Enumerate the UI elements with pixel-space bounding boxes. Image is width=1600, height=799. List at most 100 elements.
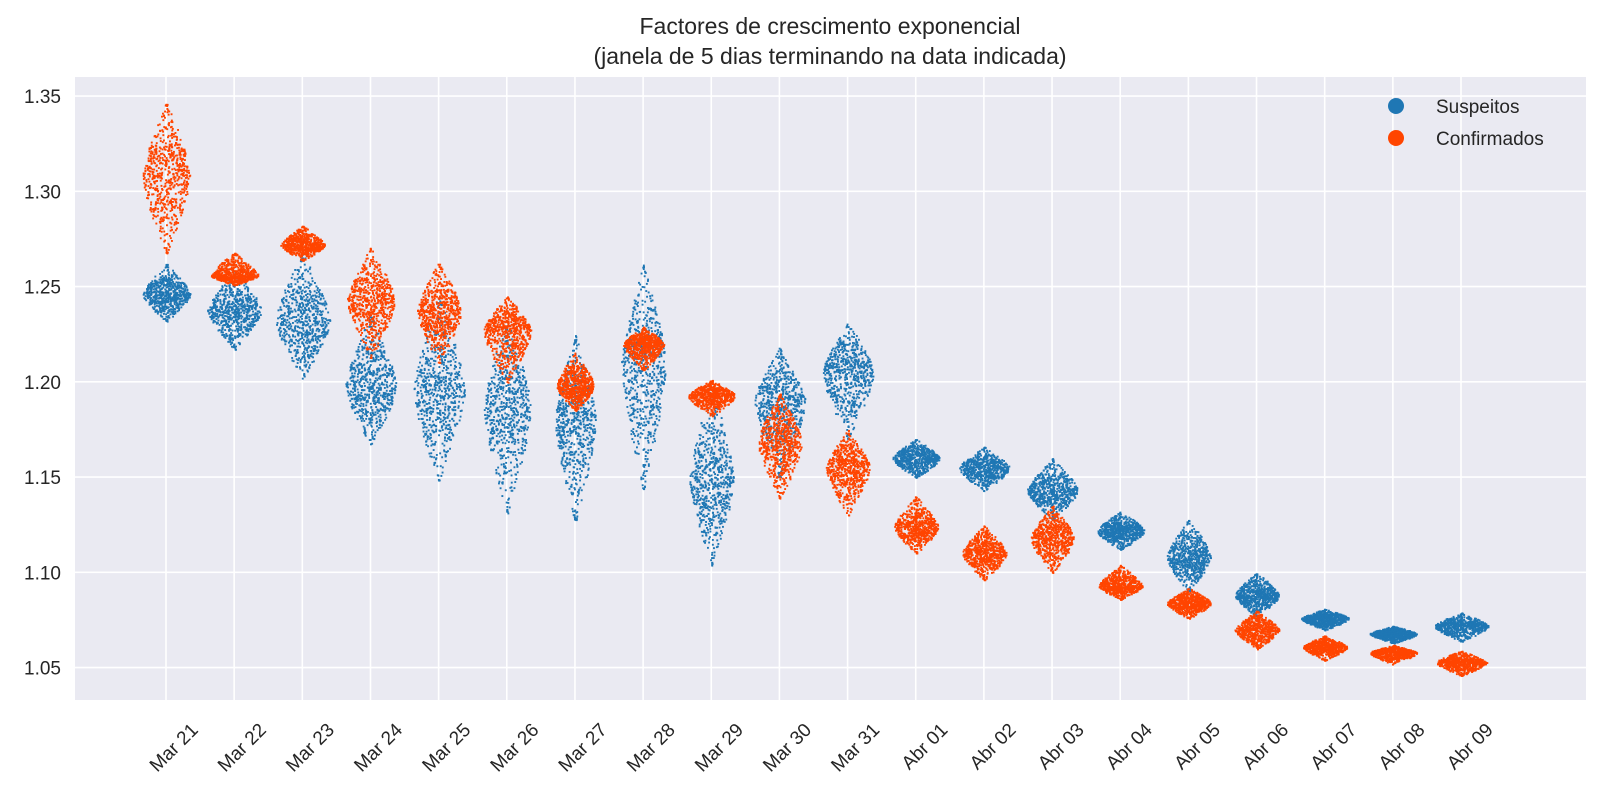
data-point xyxy=(296,321,299,324)
data-point xyxy=(233,321,235,324)
data-point xyxy=(286,325,289,328)
data-point xyxy=(359,397,361,400)
data-point xyxy=(382,345,385,348)
data-point xyxy=(660,355,663,358)
data-point xyxy=(240,299,242,301)
data-point xyxy=(318,320,321,323)
data-point xyxy=(647,441,650,444)
data-point xyxy=(446,372,449,374)
data-point xyxy=(449,350,452,352)
data-point xyxy=(448,377,451,380)
data-point xyxy=(565,458,568,460)
data-point xyxy=(219,300,222,303)
data-point xyxy=(309,310,311,313)
data-point xyxy=(453,367,456,370)
data-point xyxy=(288,305,291,308)
data-point xyxy=(246,311,249,314)
data-point xyxy=(389,370,392,372)
data-point xyxy=(358,404,361,407)
data-point xyxy=(303,299,306,302)
data-point xyxy=(214,315,217,318)
data-point xyxy=(433,333,436,336)
data-point xyxy=(149,286,151,289)
data-point xyxy=(222,331,224,334)
data-point xyxy=(370,391,373,393)
data-point xyxy=(430,436,432,439)
data-point xyxy=(427,429,430,432)
data-point xyxy=(314,324,317,327)
data-point xyxy=(489,412,492,415)
data-point xyxy=(507,384,510,386)
data-point xyxy=(576,494,579,497)
data-point xyxy=(438,366,441,368)
data-point xyxy=(381,381,384,384)
data-point xyxy=(571,453,574,456)
data-point xyxy=(435,380,437,382)
data-point xyxy=(441,466,444,469)
data-point xyxy=(224,306,227,308)
data-point xyxy=(297,276,300,279)
data-point xyxy=(453,406,455,409)
data-point xyxy=(588,409,591,412)
data-point xyxy=(575,501,577,503)
data-point xyxy=(497,409,500,412)
data-point xyxy=(431,375,434,378)
data-point xyxy=(242,320,245,323)
data-point xyxy=(649,373,651,375)
data-point xyxy=(314,348,316,351)
data-point xyxy=(505,369,508,372)
data-point xyxy=(235,306,238,309)
data-point xyxy=(301,324,304,327)
data-point xyxy=(421,364,423,367)
data-point xyxy=(316,305,319,308)
data-point xyxy=(590,453,593,456)
data-point xyxy=(651,330,653,333)
data-point xyxy=(236,288,239,290)
data-point xyxy=(158,290,161,293)
data-point xyxy=(159,284,162,287)
data-point xyxy=(436,384,438,387)
data-point xyxy=(294,296,297,299)
data-point xyxy=(523,427,526,430)
data-point xyxy=(299,316,302,318)
data-point xyxy=(162,293,165,296)
data-point xyxy=(293,316,296,318)
data-point xyxy=(229,343,232,346)
data-point xyxy=(354,368,357,371)
data-point xyxy=(291,293,294,296)
data-point xyxy=(377,382,380,385)
data-point xyxy=(369,419,372,422)
data-point xyxy=(303,361,306,364)
data-point xyxy=(651,377,653,380)
data-point xyxy=(249,327,252,330)
data-point xyxy=(364,413,366,416)
data-point xyxy=(357,348,360,351)
data-point xyxy=(250,306,253,309)
data-point xyxy=(527,419,530,422)
data-point xyxy=(152,282,155,285)
data-point xyxy=(647,392,650,395)
data-point xyxy=(592,424,595,427)
data-point xyxy=(373,382,376,385)
data-point xyxy=(159,314,162,317)
data-point xyxy=(363,382,366,385)
data-point xyxy=(351,405,354,408)
data-point xyxy=(569,454,572,456)
data-point xyxy=(183,296,186,299)
data-point xyxy=(154,309,157,312)
data-point xyxy=(354,411,357,414)
data-point xyxy=(575,478,577,481)
data-point xyxy=(319,298,322,301)
data-point xyxy=(523,429,526,432)
data-point xyxy=(167,269,169,271)
data-point xyxy=(219,305,222,308)
data-point xyxy=(314,299,317,302)
data-point xyxy=(209,309,212,311)
data-point xyxy=(579,407,582,410)
data-point xyxy=(463,394,466,397)
data-point xyxy=(234,318,237,321)
data-point xyxy=(221,328,224,331)
data-point xyxy=(292,360,295,363)
data-point xyxy=(160,283,163,286)
data-point xyxy=(372,358,375,360)
